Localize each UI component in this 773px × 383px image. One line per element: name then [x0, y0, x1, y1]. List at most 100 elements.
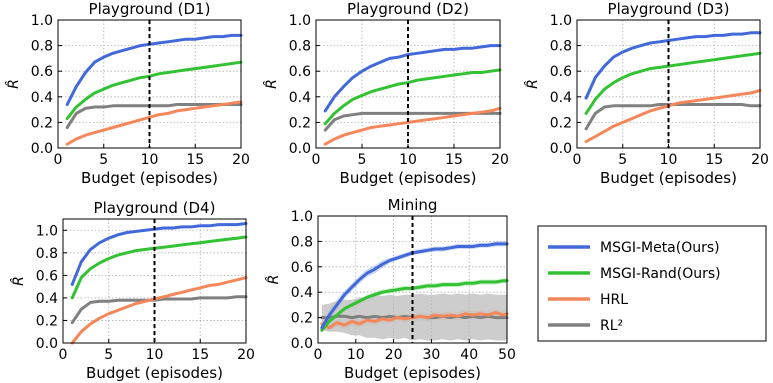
- panel-title: Playground (D2): [347, 0, 469, 18]
- legend-label: MSGI-Rand(Ours): [600, 266, 721, 282]
- y-tick-label: 0.6: [31, 64, 53, 80]
- x-tick-label: 0: [314, 347, 323, 363]
- y-tick-label: 0.6: [291, 260, 313, 276]
- x-tick-label: 20: [385, 347, 403, 363]
- y-tick-label: 0.4: [550, 90, 572, 106]
- y-tick-label: 0.0: [289, 141, 311, 157]
- y-tick-label: 1.0: [36, 223, 58, 239]
- panel-title: Playground (D3): [608, 0, 730, 18]
- legend-frame: [537, 225, 767, 342]
- x-tick-label: 15: [186, 152, 204, 168]
- x-tick-label: 10: [660, 152, 678, 168]
- panel-title: Playground (D1): [89, 0, 211, 18]
- x-tick-label: 5: [618, 152, 627, 168]
- legend-label: HRL: [600, 292, 628, 308]
- x-tick-label: 20: [232, 152, 250, 168]
- x-tick-label: 10: [347, 347, 365, 363]
- x-axis-label: Budget (episodes): [340, 169, 477, 187]
- x-axis-label: Budget (episodes): [81, 169, 218, 187]
- y-tick-label: 0.8: [291, 234, 313, 250]
- y-tick-label: 0.8: [550, 39, 572, 55]
- x-tick-label: 0: [573, 152, 582, 168]
- y-axis-label: R̂: [10, 276, 27, 286]
- series-line: [70, 276, 248, 345]
- x-axis-label: Budget (episodes): [86, 364, 223, 382]
- series-line: [584, 88, 762, 144]
- y-tick-label: 0.8: [289, 39, 311, 55]
- series-line: [65, 100, 243, 146]
- y-tick-label: 0.6: [550, 64, 572, 80]
- x-tick-label: 0: [54, 152, 63, 168]
- y-tick-label: 0.6: [36, 268, 58, 284]
- legend-label: MSGI-Meta(Ours): [600, 240, 720, 256]
- series-line: [70, 235, 248, 300]
- y-tick-label: 0.2: [36, 313, 58, 329]
- y-axis-label: R̂: [265, 275, 282, 285]
- panel-title: Mining: [388, 196, 438, 214]
- y-tick-label: 0.6: [289, 64, 311, 80]
- x-tick-label: 0: [59, 347, 68, 363]
- series-line: [584, 51, 762, 115]
- series-line: [70, 295, 248, 325]
- y-tick-label: 1.0: [31, 13, 53, 29]
- series-line: [65, 60, 243, 121]
- x-tick-label: 15: [705, 152, 723, 168]
- x-tick-label: 20: [491, 152, 509, 168]
- y-axis-label: R̂: [524, 79, 541, 89]
- series-line: [323, 44, 502, 113]
- y-tick-label: 0.4: [36, 291, 58, 307]
- x-axis-label: Budget (episodes): [344, 364, 481, 382]
- y-tick-label: 1.0: [550, 13, 572, 29]
- y-tick-label: 1.0: [291, 209, 313, 225]
- panel-5: 0 10 20 30 40 50 0.0 0.2 0.4 0.6 0.8 1.0 Mining Budge…: [265, 196, 515, 382]
- x-tick-label: 15: [445, 152, 463, 168]
- series-line: [320, 311, 509, 330]
- x-tick-label: 5: [358, 152, 367, 168]
- x-tick-label: 40: [460, 347, 478, 363]
- y-tick-label: 0.0: [291, 336, 313, 352]
- panel-3: 0 5 10 15 20 0.0 0.2 0.4 0.6 0.8 1.0 Playground (D3…: [524, 0, 768, 187]
- series-line: [70, 222, 248, 286]
- x-tick-label: 10: [141, 152, 159, 168]
- y-tick-label: 0.2: [31, 115, 53, 131]
- panel-4: 0 5 10 15 20 0.0 0.2 0.4 0.6 0.8 1.0 Playground (D4…: [10, 199, 254, 382]
- x-tick-label: 5: [104, 347, 113, 363]
- series-line: [323, 68, 502, 126]
- y-tick-label: 1.0: [289, 13, 311, 29]
- panel-2: 0 5 10 15 20 0.0 0.2 0.4 0.6 0.8 1.0 Playground (D2…: [263, 0, 508, 187]
- x-tick-label: 50: [498, 347, 516, 363]
- x-tick-label: 20: [751, 152, 769, 168]
- axes-frame: [317, 215, 508, 344]
- y-tick-label: 0.4: [291, 285, 313, 301]
- series-line: [584, 31, 762, 100]
- x-tick-label: 0: [312, 152, 321, 168]
- y-tick-label: 0.2: [550, 115, 572, 131]
- y-axis-label: R̂: [263, 79, 280, 89]
- y-tick-label: 0.0: [36, 336, 58, 352]
- y-axis-label: R̂: [5, 79, 22, 89]
- series-line: [584, 103, 762, 131]
- y-tick-label: 0.2: [289, 115, 311, 131]
- series-line: [320, 279, 509, 332]
- series-line: [323, 106, 502, 146]
- y-tick-label: 0.2: [291, 311, 313, 327]
- panel-1: 0 5 10 15 20 0.0 0.2 0.4 0.6 0.8 1.0 Playground (D1…: [5, 0, 249, 187]
- x-axis-label: Budget (episodes): [600, 169, 737, 187]
- series-line: [320, 242, 509, 330]
- y-tick-label: 0.0: [31, 141, 53, 157]
- panel-title: Playground (D4): [94, 199, 216, 217]
- legend-label: RL²: [600, 318, 623, 334]
- x-tick-label: 10: [399, 152, 417, 168]
- x-tick-label: 15: [191, 347, 209, 363]
- x-tick-label: 30: [422, 347, 440, 363]
- y-tick-label: 0.4: [31, 90, 53, 106]
- y-tick-label: 0.4: [289, 90, 311, 106]
- x-tick-label: 5: [99, 152, 108, 168]
- x-tick-label: 10: [146, 347, 164, 363]
- y-tick-label: 0.8: [31, 39, 53, 55]
- y-tick-label: 0.8: [36, 246, 58, 262]
- series-line: [65, 33, 243, 106]
- x-tick-label: 20: [237, 347, 255, 363]
- y-tick-label: 0.0: [550, 141, 572, 157]
